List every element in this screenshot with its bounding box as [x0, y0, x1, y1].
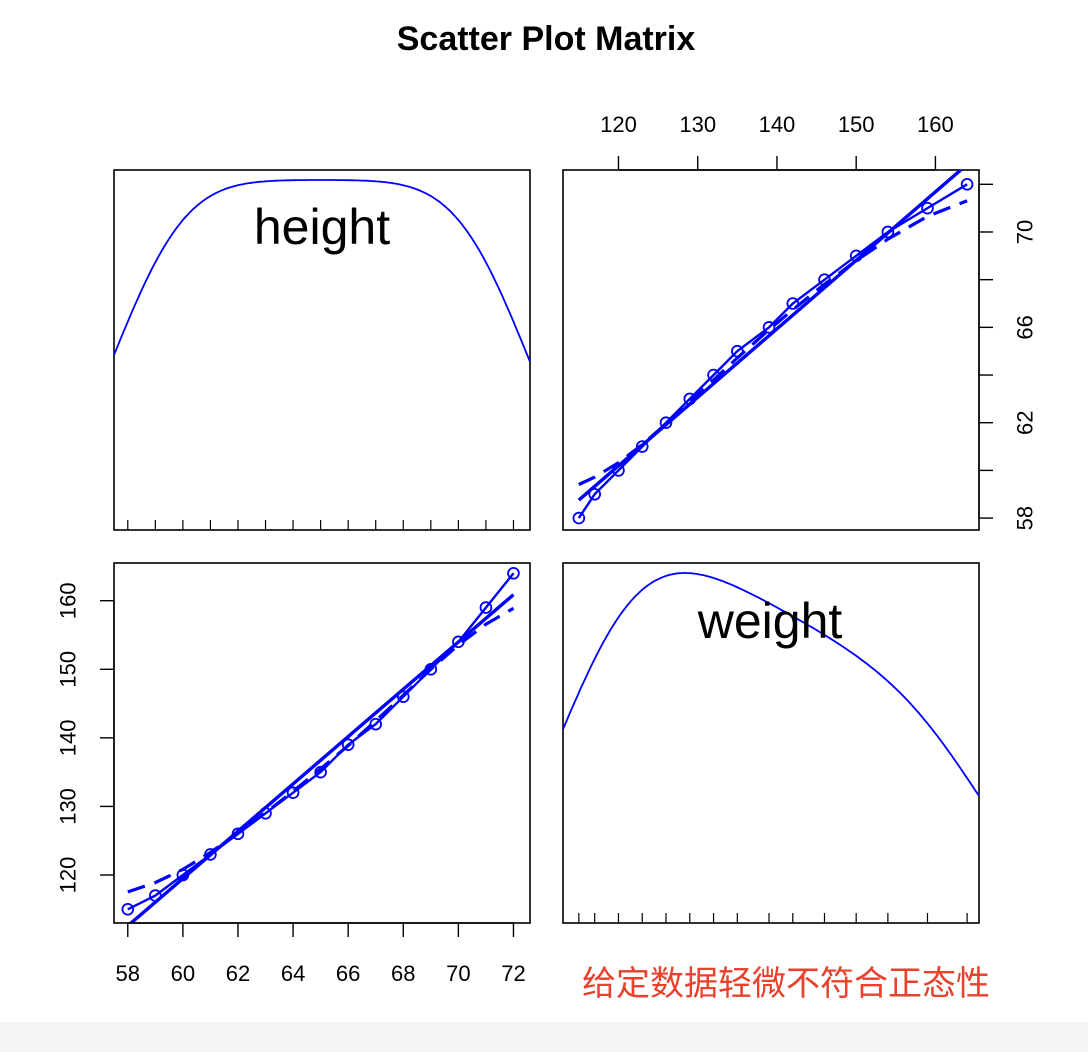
data-point-p21-4: [231, 827, 245, 841]
panel-weight-vs-height: [113, 562, 531, 924]
data-point-p12-7: [731, 344, 744, 358]
tick-label-bottom-height-2: 62: [226, 961, 250, 986]
tick-label-left-weight-4: 160: [56, 582, 81, 619]
tick-label-bottom-height-5: 68: [391, 961, 415, 986]
smoother-dashed-p21: [127, 606, 515, 894]
data-point-p12-10: [818, 273, 831, 286]
data-point-p21-7: [314, 765, 327, 779]
panel-height-density: height: [113, 169, 531, 531]
tick-label-top-weight-3: 150: [838, 112, 875, 137]
panel-content-p21: [127, 572, 515, 923]
density-curve-weight: [562, 572, 980, 797]
panel-frame-weight-density: [562, 562, 980, 924]
data-point-p12-0: [572, 511, 586, 525]
data-point-p12-12: [881, 225, 895, 239]
data-point-p21-5: [259, 806, 272, 820]
tick-label-right-height-4: 66: [1013, 315, 1038, 339]
axis-bottom-height: 58 60 62 64 66 68 70 72: [116, 922, 526, 986]
data-point-p21-14: [507, 566, 520, 580]
smoother-dashed-p12: [578, 199, 968, 486]
panel-weight-density: weight: [562, 562, 980, 924]
axis-left-weight: 120 130 140 150 160: [56, 582, 115, 893]
density-curve-height: [113, 179, 531, 363]
tick-label-top-weight-0: 120: [600, 112, 637, 137]
data-point-p12-3: [635, 440, 649, 453]
data-point-p12-5: [683, 392, 697, 406]
data-point-p12-2: [612, 464, 625, 477]
tick-label-bottom-height-1: 60: [171, 961, 195, 986]
diag-label-height: height: [254, 199, 390, 255]
tick-label-left-weight-3: 150: [56, 651, 81, 688]
tick-label-right-height-0: 58: [1013, 506, 1038, 530]
data-point-p21-9: [369, 717, 383, 731]
axis-right-height: 58 62 66 70: [978, 183, 1038, 530]
data-point-p12-6: [707, 368, 720, 382]
tick-label-right-height-6: 70: [1013, 220, 1038, 244]
smoother-line-p21: [127, 572, 515, 911]
data-point-p21-1: [149, 889, 162, 902]
tick-label-bottom-height-3: 64: [281, 961, 305, 986]
data-point-p12-11: [849, 249, 863, 263]
tick-label-bottom-height-4: 66: [336, 961, 360, 986]
data-point-p21-13: [479, 601, 493, 614]
data-point-p21-10: [396, 690, 410, 704]
tick-label-bottom-height-0: 58: [116, 961, 140, 986]
tick-label-left-weight-2: 140: [56, 719, 81, 756]
panel-height-vs-weight: [562, 169, 980, 531]
diag-label-weight: weight: [697, 593, 843, 649]
footer-bar: [0, 1022, 1088, 1052]
data-point-p12-13: [921, 201, 934, 215]
panel-frame-weight-vs-height: [113, 562, 531, 924]
tick-label-left-weight-0: 120: [56, 857, 81, 894]
tick-label-bottom-height-7: 72: [501, 961, 525, 986]
data-point-p21-8: [341, 738, 355, 752]
data-point-p12-14: [960, 178, 974, 191]
tick-label-bottom-height-6: 70: [446, 961, 470, 986]
axis-top-weight: 120 130 140 150 160: [600, 112, 954, 171]
tick-label-right-height-2: 62: [1013, 410, 1038, 434]
tick-label-left-weight-1: 130: [56, 788, 81, 825]
data-point-p21-11: [424, 662, 438, 676]
data-point-p12-4: [659, 416, 673, 430]
smoother-line-p12: [577, 183, 968, 519]
data-point-p21-3: [204, 848, 217, 861]
data-point-p12-1: [588, 487, 601, 501]
panel-content-p12: [577, 170, 968, 519]
data-point-p21-12: [452, 635, 465, 649]
data-point-p21-2: [176, 868, 190, 882]
data-point-p21-6: [286, 786, 300, 800]
caption-note: 给定数据轻微不符合正态性: [582, 964, 990, 1004]
tick-label-top-weight-4: 160: [917, 112, 954, 137]
data-point-p12-9: [786, 297, 800, 310]
data-point-p12-8: [762, 321, 776, 334]
panel-frame-height-density: [113, 169, 531, 531]
chart-title: Scatter Plot Matrix: [397, 20, 696, 58]
tick-label-top-weight-2: 140: [759, 112, 796, 137]
data-point-p21-0: [121, 902, 135, 916]
tick-label-top-weight-1: 130: [679, 112, 716, 137]
